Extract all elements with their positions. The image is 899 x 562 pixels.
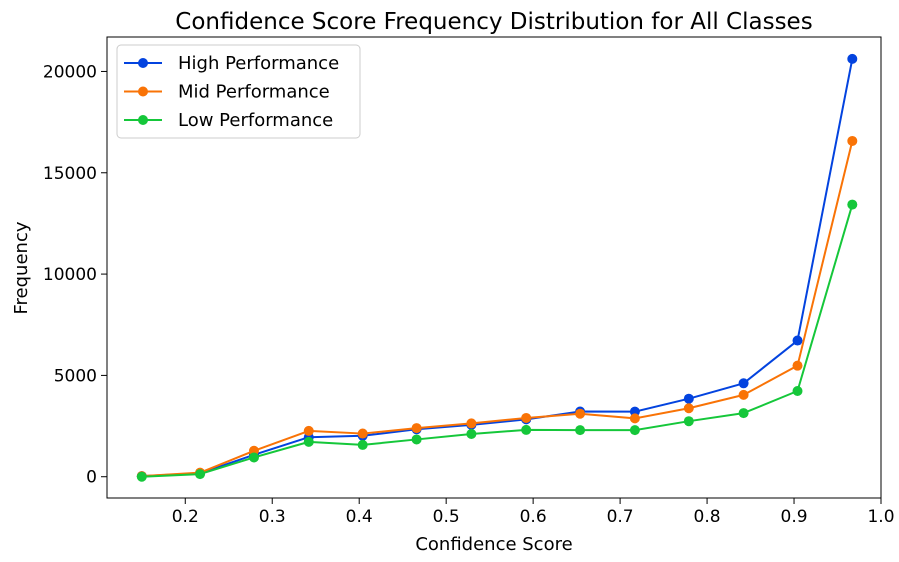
legend-label: High Performance xyxy=(178,53,339,74)
data-point xyxy=(738,378,749,389)
data-point xyxy=(683,416,694,427)
x-tick-label: 0.6 xyxy=(520,507,547,527)
data-point xyxy=(411,434,422,445)
x-tick-label: 0.2 xyxy=(172,507,199,527)
data-point xyxy=(847,135,858,146)
series-line xyxy=(141,204,854,478)
data-point xyxy=(303,425,314,436)
legend-label: Low Performance xyxy=(178,110,333,131)
data-point xyxy=(466,428,477,439)
legend-item: Mid Performance xyxy=(124,82,330,103)
y-axis-title: Frequency xyxy=(11,221,32,314)
data-point xyxy=(357,439,368,450)
data-point xyxy=(248,452,259,463)
series-layer xyxy=(136,53,858,482)
data-point xyxy=(575,408,586,419)
legend-marker xyxy=(138,58,148,68)
data-point xyxy=(521,412,532,423)
data-point xyxy=(683,403,694,414)
data-point xyxy=(357,428,368,439)
data-point xyxy=(575,425,586,436)
y-tick-label: 5000 xyxy=(54,366,97,386)
data-point xyxy=(792,335,803,346)
series-line xyxy=(141,140,854,478)
x-axis-title: Confidence Score xyxy=(415,534,572,555)
x-tick-label: 0.4 xyxy=(346,507,373,527)
data-point xyxy=(792,360,803,371)
data-point xyxy=(847,199,858,210)
x-tick-label: 0.5 xyxy=(433,507,460,527)
data-point xyxy=(847,53,858,64)
data-point xyxy=(792,386,803,397)
x-tick-label: 0.8 xyxy=(694,507,721,527)
legend: High Performance Mid Performance Low Perfo… xyxy=(116,44,361,139)
data-point xyxy=(629,413,640,424)
legend-box xyxy=(116,44,361,139)
y-tick-label: 0 xyxy=(86,468,97,488)
x-tick-label: 0.9 xyxy=(781,507,808,527)
legend-item: Low Performance xyxy=(124,110,333,131)
chart-title: Confidence Score Frequency Distribution … xyxy=(175,9,812,35)
x-axis: 0.2 0.3 0.4 0.5 0.6 0.7 0.8 0.9 1.0 xyxy=(172,498,895,527)
data-point xyxy=(683,393,694,404)
x-tick-label: 0.3 xyxy=(259,507,286,527)
data-point xyxy=(303,436,314,447)
data-point xyxy=(521,424,532,435)
legend-marker xyxy=(138,115,148,125)
series-3 xyxy=(136,199,858,482)
legend-item: High Performance xyxy=(124,53,339,74)
y-tick-label: 15000 xyxy=(43,164,97,184)
y-tick-label: 20000 xyxy=(43,62,97,82)
data-point xyxy=(629,425,640,436)
y-tick-label: 10000 xyxy=(43,265,97,285)
data-point xyxy=(738,408,749,419)
series-2 xyxy=(136,135,858,482)
x-tick-label: 1.0 xyxy=(867,507,894,527)
legend-marker xyxy=(138,86,148,97)
data-point xyxy=(195,469,206,480)
x-tick-label: 0.7 xyxy=(607,507,634,527)
data-point xyxy=(411,423,422,434)
legend-label: Mid Performance xyxy=(178,82,330,103)
series-line xyxy=(141,58,854,478)
data-point xyxy=(136,471,147,482)
y-axis: 0 5000 10000 15000 20000 xyxy=(43,62,107,488)
data-point xyxy=(738,389,749,400)
data-point xyxy=(466,418,477,429)
plot-frame xyxy=(106,36,882,499)
